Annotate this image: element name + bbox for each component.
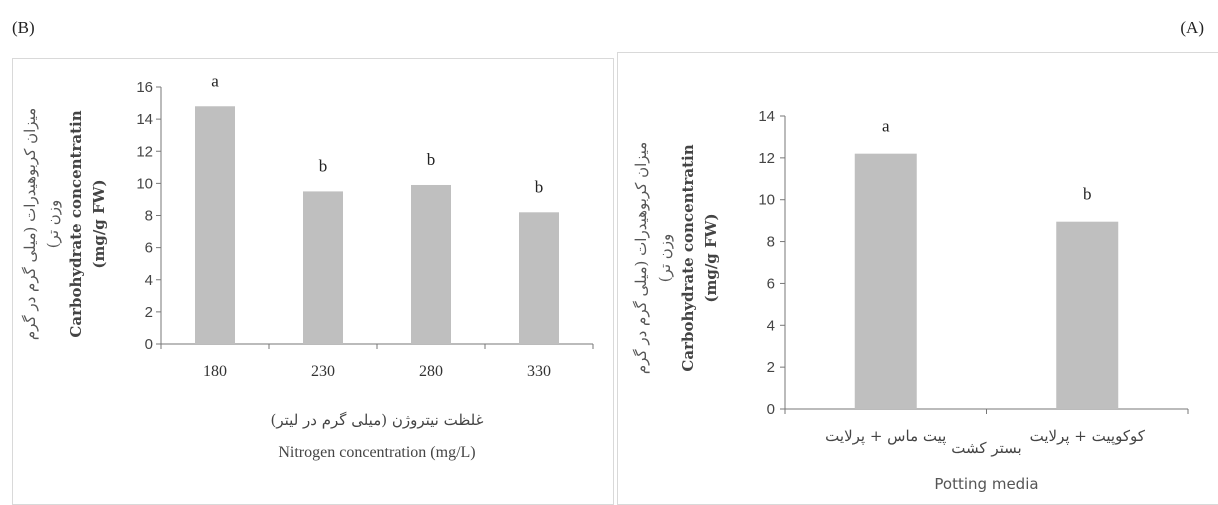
y-tick-label: 14 [136, 111, 153, 128]
y-tick-label: 14 [758, 108, 775, 125]
y-tick-label: 10 [136, 175, 153, 192]
y-tick-label: 0 [767, 401, 775, 418]
x-axis-title-en: Potting media [934, 475, 1038, 493]
y-tick-label: 12 [136, 143, 153, 160]
bar [854, 153, 917, 409]
x-tick-label: کوکوپیت + پرلایت [1030, 427, 1146, 445]
chart-a: 0 2 4 6 8 10 12 14 a پیت ماس + پرلایت b کوکوپیت + پ… [632, 108, 1189, 493]
y-tick-label: 6 [145, 240, 153, 257]
significance-letter: b [427, 150, 436, 169]
x-tick-label: 230 [311, 363, 335, 380]
y-tick-label: 4 [145, 272, 153, 289]
y-axis-title-fa-line2: وزن تر) [44, 200, 62, 249]
x-axis-title-fa: غلظت نیتروژن (میلی گرم در لیتر) [271, 411, 484, 429]
y-axis-title-en-line1: Carbohydrate concentratin [67, 110, 85, 337]
chart-a-frame: 0 2 4 6 8 10 12 14 a پیت ماس + پرلایت b کوکوپیت + پ… [617, 52, 1218, 505]
bar [303, 191, 343, 344]
x-tick-label: 180 [203, 363, 227, 380]
x-tick-label: 330 [527, 363, 551, 380]
bar [411, 184, 451, 344]
bar [519, 212, 559, 344]
y-tick-label: 4 [767, 317, 775, 334]
bar [1056, 221, 1119, 409]
y-axis-title-fa-line2: وزن تر) [656, 234, 674, 283]
chart-b: 0 2 4 6 8 10 12 14 16 a 180 b 230 b 280 b 330 غلظت نیتروژ… [21, 71, 594, 461]
bar [195, 106, 235, 345]
y-axis-title-en-line2: (mg/g FW) [702, 213, 720, 302]
y-tick-label: 16 [136, 79, 153, 96]
y-tick-label: 8 [145, 208, 153, 225]
significance-letter: b [535, 177, 544, 196]
significance-letter: a [211, 71, 219, 90]
y-tick-label: 6 [767, 275, 775, 292]
significance-letter: b [1083, 185, 1092, 204]
significance-letter: b [319, 156, 328, 175]
panel-label-b: (B) [12, 18, 35, 37]
significance-letter: a [882, 117, 890, 136]
y-axis-title-en-line1: Carbohydrate concentratin [679, 144, 697, 371]
y-axis-title-fa-line1: میزان کربوهیدرات (میلی گرم در گرم [632, 142, 650, 374]
x-axis-title-en: Nitrogen concentration (mg/L) [278, 444, 475, 461]
x-tick-label: 280 [419, 363, 443, 380]
x-axis-title-fa: بستر کشت [951, 439, 1021, 457]
y-tick-label: 10 [758, 192, 775, 209]
y-tick-label: 2 [767, 359, 775, 376]
y-axis-title-fa-line1: میزان کربوهیدرات (میلی گرم در گرم [21, 108, 39, 340]
y-tick-label: 12 [758, 150, 775, 167]
y-tick-label: 2 [145, 304, 153, 321]
chart-b-frame: 0 2 4 6 8 10 12 14 16 a 180 b 230 b 280 b 330 غلظت نیتروژ… [12, 58, 614, 505]
y-tick-label: 8 [767, 234, 775, 251]
x-tick-label: پیت ماس + پرلایت [825, 427, 946, 445]
y-tick-label: 0 [145, 336, 153, 353]
y-axis-title-en-line2: (mg/g FW) [90, 179, 108, 268]
panel-label-a: (A) [1180, 18, 1204, 37]
